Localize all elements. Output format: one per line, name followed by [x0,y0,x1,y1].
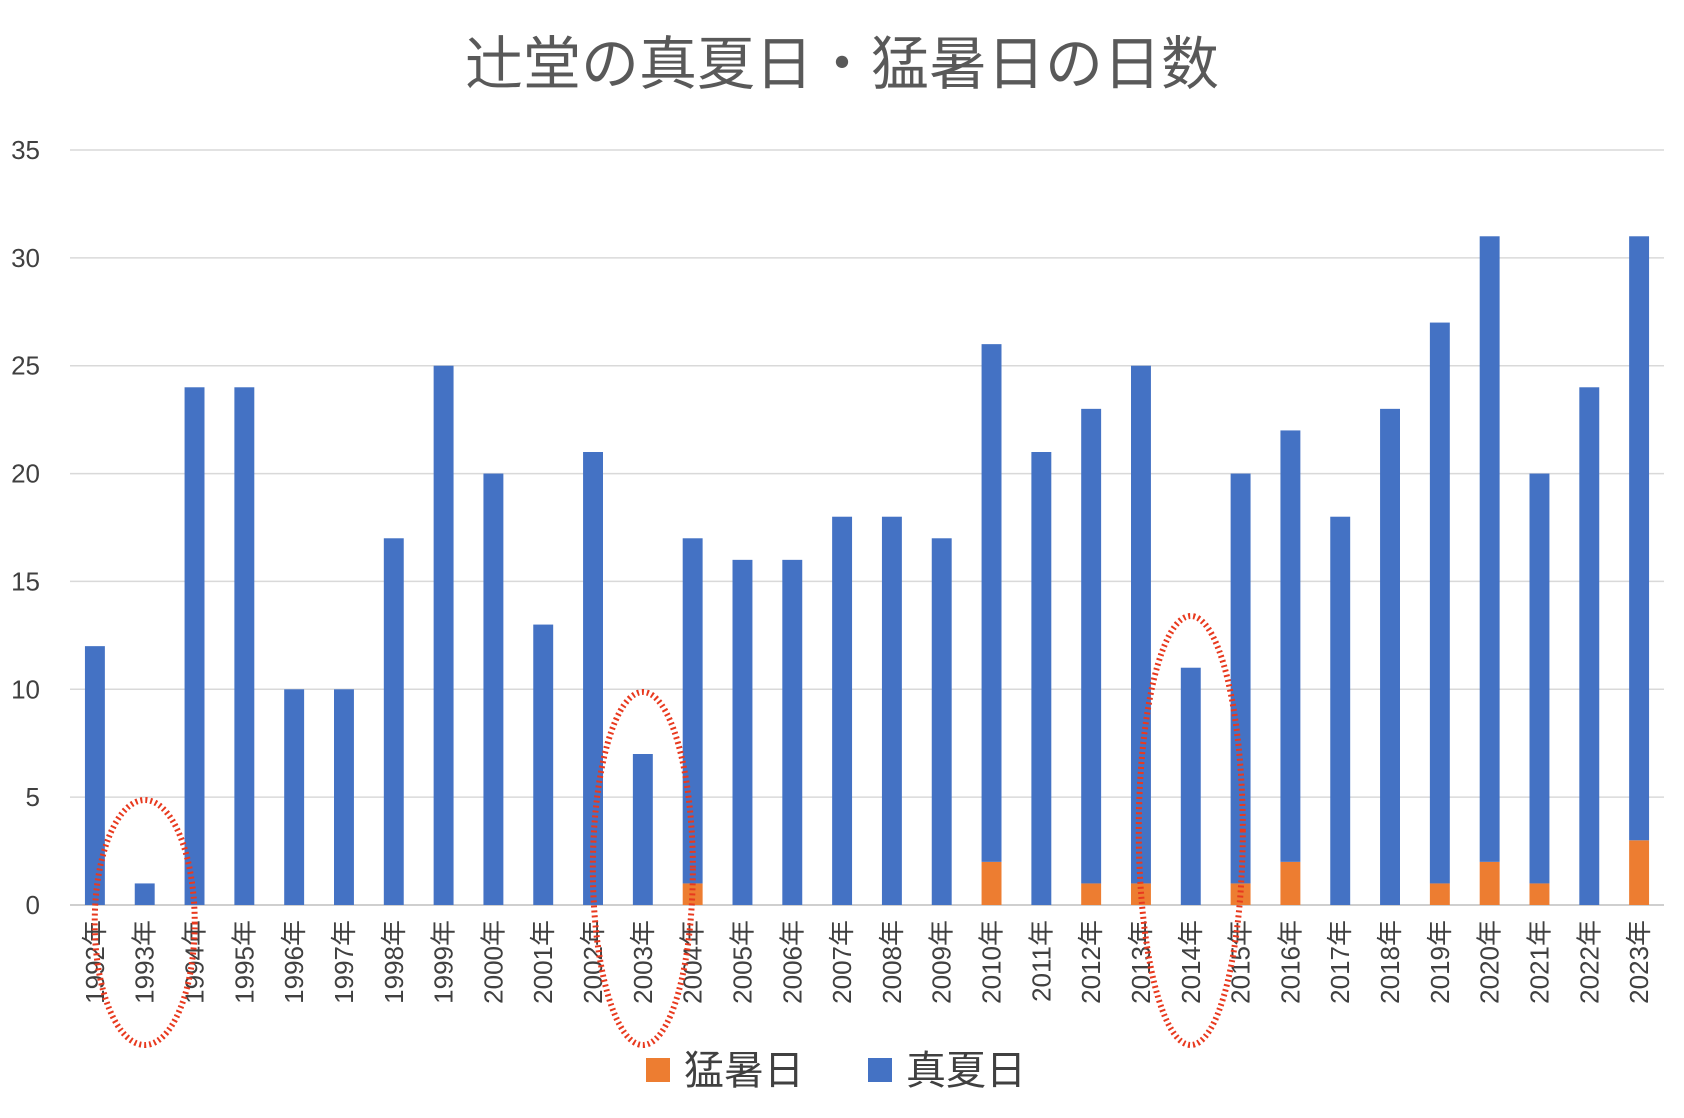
x-category-label: 2014年 [1176,920,1206,1004]
bar-mousho [1529,883,1550,905]
x-category-label: 2002年 [578,920,608,1004]
bar-manatsu [334,689,354,905]
bar-manatsu [284,689,305,905]
x-category-label: 2020年 [1475,920,1505,1004]
x-category-label: 2007年 [827,920,857,1004]
x-category-label: 2006年 [777,920,807,1004]
x-category-label: 1999年 [429,920,459,1004]
bar-manatsu [732,559,753,905]
bar-manatsu [383,538,404,905]
bar-mousho [1131,883,1151,905]
x-category-label: 2001年 [528,920,558,1004]
bar-mousho [1429,883,1450,905]
y-axis-ticks: 0 5 10 15 20 25 30 35 [11,135,40,920]
bar-manatsu [483,473,504,905]
x-category-label: 2019年 [1425,920,1455,1004]
x-axis-ticks: 1992年 1993年 1994年 1995年 1996年 1997年 1998年 1999年… [80,920,1654,1004]
x-category-label: 2008年 [877,920,907,1004]
bar-manatsu [84,646,105,905]
bar-manatsu [981,344,1002,862]
x-category-label: 2018年 [1375,920,1405,1004]
chart-title: 辻堂の真夏日・猛暑日の日数 [465,30,1219,98]
bar-manatsu [881,516,902,905]
bar-manatsu [1529,473,1550,884]
x-category-label: 2009年 [927,920,957,1004]
annotations [91,613,1246,1048]
bar-manatsu [134,883,155,905]
bar-manatsu [433,365,454,905]
x-category-label: 2022年 [1574,920,1604,1004]
x-category-label: 1992年 [80,920,110,1004]
bar-manatsu [931,538,952,905]
bars [84,236,1650,905]
bar-mousho [981,861,1002,905]
x-category-label: 2011年 [1026,920,1056,1002]
bar-mousho [1230,883,1251,905]
bar-manatsu [533,624,554,905]
bar-manatsu [1230,473,1251,884]
bar-manatsu [1429,322,1450,884]
y-tick-label: 35 [11,135,40,165]
y-tick-label: 30 [11,243,40,273]
legend-label: 真夏日 [906,1048,1026,1094]
y-tick-label: 20 [11,459,40,489]
bar-manatsu [832,516,853,905]
bar-manatsu [1131,365,1151,884]
x-category-label: 2004年 [678,920,708,1004]
bar-mousho [1280,861,1301,905]
bar-manatsu [1380,408,1400,905]
x-category-label: 2000年 [478,920,508,1004]
bar-manatsu [184,387,205,905]
bar-manatsu [1081,408,1102,884]
x-category-label: 1993年 [130,920,160,1004]
legend-swatch [868,1058,892,1082]
bar-manatsu [1180,667,1201,905]
x-category-label: 1998年 [379,920,409,1004]
bar-manatsu [1280,430,1301,862]
x-category-label: 2005年 [727,920,757,1004]
y-tick-label: 5 [26,782,40,812]
x-category-label: 1995年 [229,920,259,1004]
x-category-label: 2012年 [1076,920,1106,1004]
legend-label: 猛暑日 [684,1048,804,1094]
bar-manatsu [632,754,653,905]
annotation-ellipse [91,797,198,1048]
bar-manatsu [782,559,803,905]
y-tick-label: 15 [11,566,40,596]
y-tick-label: 10 [11,674,40,704]
x-category-label: 2023年 [1624,920,1654,1004]
annotation-ellipse [1135,613,1246,1048]
x-category-label: 2003年 [628,920,658,1004]
x-category-label: 2010年 [977,920,1007,1004]
x-category-label: 2017年 [1325,920,1355,1004]
x-category-label: 2021年 [1524,920,1554,1004]
bar-manatsu [1031,452,1052,905]
bar-mousho [1629,840,1650,905]
bar-mousho [1479,861,1500,905]
x-category-label: 2016年 [1275,920,1305,1004]
bar-manatsu [1479,236,1500,862]
bar-mousho [1081,883,1102,905]
x-category-label: 2015年 [1226,920,1256,1004]
annotation-ellipse [589,689,696,1048]
bar-manatsu [1330,516,1351,905]
y-tick-label: 0 [26,890,40,920]
gridlines [70,149,1664,906]
bar-manatsu [1629,236,1650,841]
bar-manatsu [234,387,255,905]
x-category-label: 1997年 [329,920,359,1004]
bar-manatsu [1579,387,1600,905]
y-tick-label: 25 [11,351,40,381]
x-category-label: 1996年 [279,920,309,1004]
legend: 猛暑日 真夏日 [646,1048,1026,1094]
legend-swatch [646,1058,670,1082]
